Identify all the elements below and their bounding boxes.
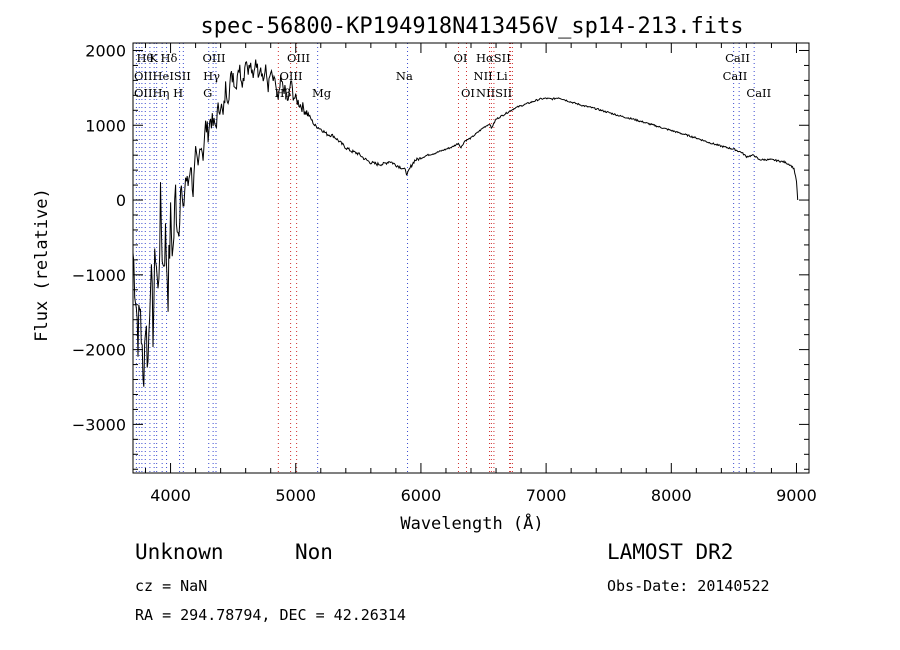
class-label: Unknown <box>135 540 224 564</box>
line-label: OIII <box>287 51 310 65</box>
line-label: Hγ <box>203 69 220 83</box>
spectrum-line-group <box>132 59 799 387</box>
obs-date-label: Obs-Date: 20140522 <box>607 577 770 595</box>
redshift-label: cz = NaN <box>135 577 208 595</box>
line-label: CaII <box>725 51 750 65</box>
y-tick-label: −2000 <box>72 341 126 360</box>
survey-label: LAMOST DR2 <box>607 540 734 564</box>
line-label: Hβ <box>274 86 291 100</box>
x-tick-label: 9000 <box>776 486 817 505</box>
y-axis-label: Flux (relative) <box>32 188 52 342</box>
x-tick-label: 7000 <box>526 486 567 505</box>
line-label: OIIHeISII <box>134 69 191 83</box>
line-label: Mg <box>312 86 332 100</box>
line-label: OIII <box>279 69 302 83</box>
x-tick-label: 5000 <box>275 486 316 505</box>
line-label: CaII <box>746 86 771 100</box>
line-label: K <box>149 51 158 65</box>
coordinates-label: RA = 294.78794, DEC = 42.26314 <box>135 606 406 624</box>
line-label: OI <box>461 86 475 100</box>
line-label: OI <box>453 51 467 65</box>
line-label: OIII <box>202 51 225 65</box>
line-label: NII Li <box>474 69 508 83</box>
x-axis-label: Wavelength (Å) <box>400 512 543 534</box>
line-label: Hθ <box>137 51 154 65</box>
spectral-line-markers <box>135 43 755 473</box>
y-tick-label: −1000 <box>72 266 126 285</box>
y-tick-label: −3000 <box>72 415 126 434</box>
axis-ticks <box>133 43 809 473</box>
spectrum-line <box>132 59 799 387</box>
line-labels: HθK Hδ OIII OIII OI HαSII CaII OIIHeISII Hγ OIII N… <box>134 51 771 100</box>
x-tick-label: 6000 <box>401 486 442 505</box>
plot-frame <box>132 42 810 474</box>
line-label: HαSII <box>476 51 511 65</box>
x-tick-label: 4000 <box>150 486 191 505</box>
x-tick-label: 8000 <box>651 486 692 505</box>
line-label: Na <box>396 69 413 83</box>
line-label: Hδ <box>161 51 178 65</box>
chart-title: spec-56800-KP194918N413456V_sp14-213.fit… <box>200 14 743 39</box>
tick-labels: 4000 5000 6000 7000 8000 9000 −3000 −2000 −1000 0… <box>72 41 817 505</box>
line-label: CaII <box>723 69 748 83</box>
y-tick-label: 0 <box>116 191 126 210</box>
y-tick-label: 2000 <box>85 41 126 60</box>
line-label: OIIHη H <box>134 86 183 100</box>
y-tick-label: 1000 <box>85 116 126 135</box>
line-label: NIISII <box>476 86 512 100</box>
line-label: G <box>203 86 212 100</box>
subclass-label: Non <box>295 540 333 564</box>
